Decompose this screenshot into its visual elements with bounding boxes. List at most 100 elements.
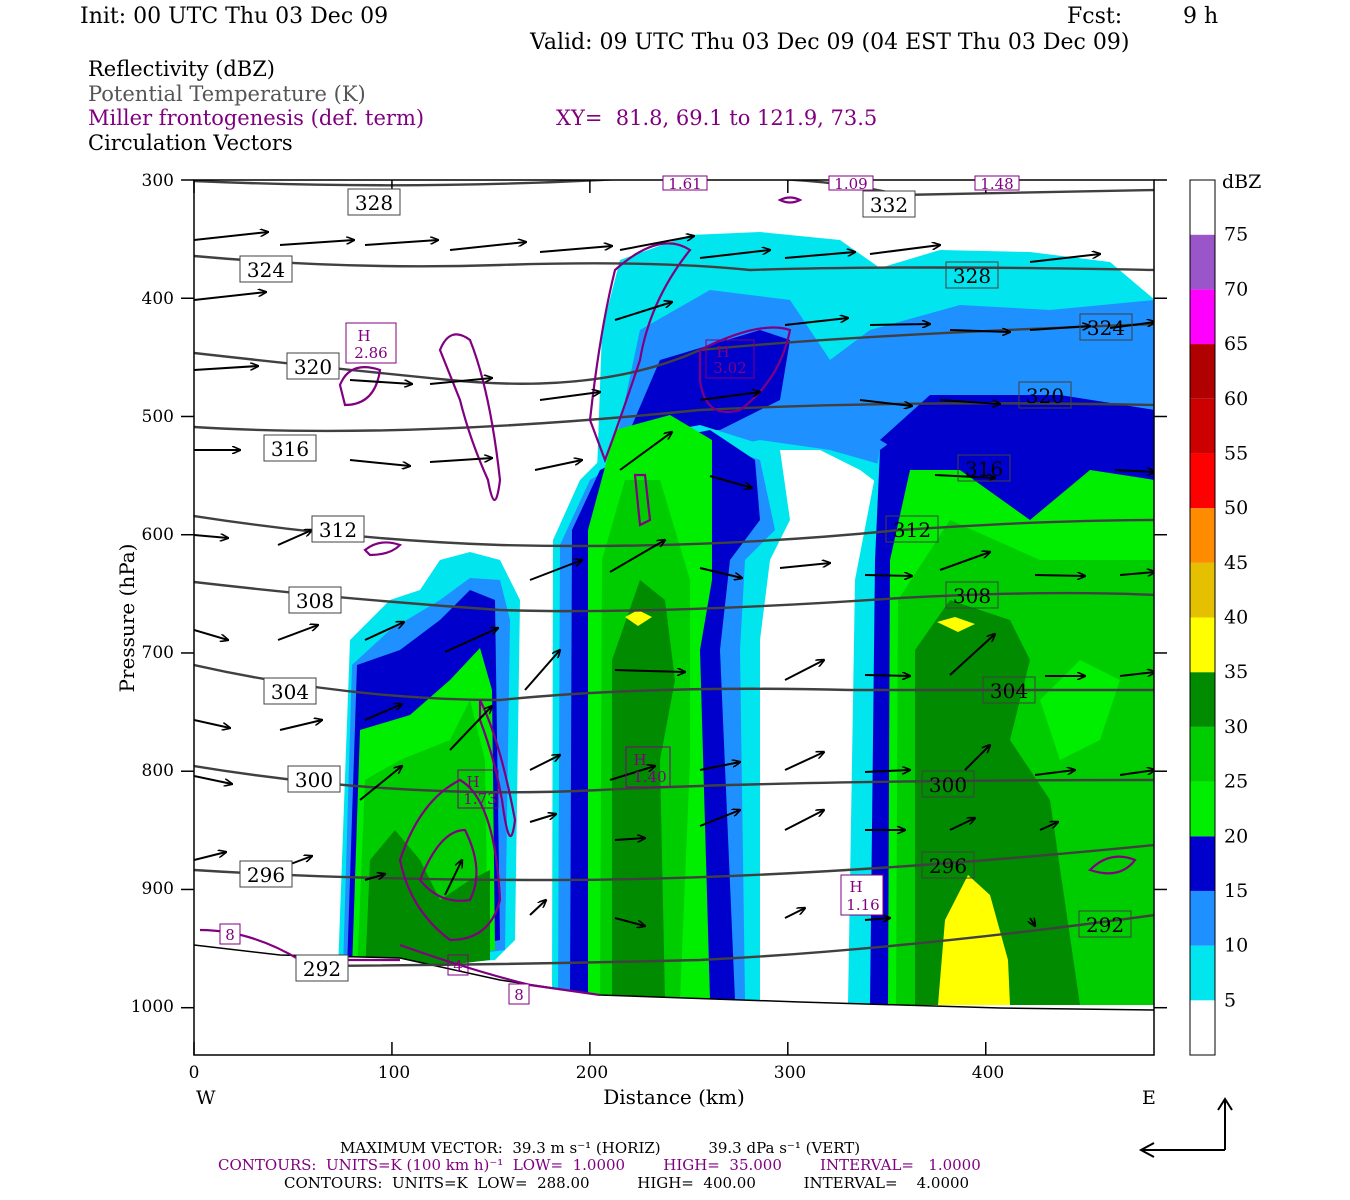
fg-max-1-40: H1.40 [625,746,671,788]
svg-text:292: 292 [1086,913,1124,937]
svg-text:320: 320 [1026,384,1064,408]
vector [349,379,412,384]
x-tick-400: 400 [972,1063,1004,1083]
theta-label-300-e: 300 [921,770,975,798]
vector [429,378,492,385]
vector [1114,470,1154,472]
vector [699,250,770,259]
colorbar-swatch [1190,672,1215,727]
colorbar-label: 20 [1224,825,1248,847]
vector [699,810,740,827]
vector [939,399,1000,404]
y-tick-300: 300 [142,171,174,191]
vector [364,704,402,721]
colorbar-swatch [1190,398,1215,454]
theta-label-324-e: 324 [1079,313,1133,341]
vector [1034,575,1085,576]
legend-vectors: Circulation Vectors [88,131,293,155]
vector [784,908,805,919]
vector [277,625,318,641]
svg-text:1.61: 1.61 [668,175,701,193]
vector [869,324,930,325]
theta-label-316-e: 316 [957,454,1011,482]
theta-label-304-w: 304 [263,677,317,705]
colorbar-swatch [1190,945,1215,1001]
vector [529,560,582,581]
svg-text:304: 304 [990,679,1028,703]
svg-text:H: H [849,878,862,896]
vector [449,242,526,251]
svg-text:1.09: 1.09 [834,175,867,193]
vector [539,392,600,401]
x-tick-300: 300 [774,1063,806,1083]
colorbar-label: 65 [1224,333,1248,355]
vector [524,650,560,691]
vector [699,392,760,401]
svg-text:292: 292 [303,957,341,981]
colorbar-label: 45 [1224,552,1248,574]
fg-max-3-02: H3.02 [705,339,755,379]
vector [614,838,645,840]
forecast-label: Fcst: [1067,4,1123,29]
fg-contour-11 [363,541,403,557]
vector [534,460,582,471]
init-time: Init: 00 UTC Thu 03 Dec 09 [80,4,389,29]
vector [194,535,228,538]
colorbar-label: 15 [1224,880,1248,902]
svg-text:300: 300 [295,768,333,792]
vector [194,852,226,861]
frontogenesis-contour-info: CONTOURS: UNITS=K (100 km h)⁻¹ LOW= 1.00… [218,1156,981,1174]
vector [864,770,910,772]
vector [784,752,824,771]
svg-text:312: 312 [893,518,931,542]
theta-label-320-e: 320 [1018,381,1072,409]
vertical-arrow-head [1217,1097,1233,1111]
x-tick-labels: 0 100 200 300 400 [189,1063,1005,1083]
svg-text:1.48: 1.48 [980,175,1013,193]
x-tick-200: 200 [576,1063,608,1083]
vector [1119,770,1154,776]
svg-text:2.86: 2.86 [354,344,387,362]
colorbar-swatch [1190,781,1215,837]
vector [864,575,912,576]
fg-contour-10 [777,196,803,204]
svg-text:324: 324 [1087,316,1125,340]
colorbar-swatch [1190,1000,1215,1055]
vector [539,246,612,253]
fg-contour-13 [478,699,517,837]
vector [349,459,410,466]
fg-top-values: 1.61 1.09 1.48 [662,175,1020,193]
colorbar-swatch [1190,344,1215,399]
forecast-hour: 9 h [1183,4,1219,29]
vector [529,900,546,916]
y-tick-400: 400 [142,289,174,309]
vector [1034,770,1075,776]
colorbar-swatch [1190,836,1215,891]
vector [1029,254,1100,263]
vector [529,755,560,771]
fg-contour-1 [338,366,382,407]
theta-contour-308 [194,580,1154,613]
frontogenesis-maxima: H2.86 H3.02 H1.40 H1.73 H1.16 1.61 1.09 … [219,175,1020,1005]
legend-reflectivity: Reflectivity (dBZ) [88,57,276,81]
colorbar-label: 30 [1224,716,1248,738]
y-tick-1000: 1000 [131,997,174,1017]
fg-max-1-16: H1.16 [840,874,884,916]
vector [194,719,230,728]
theta-label-312-e: 312 [885,515,939,543]
vector [949,818,975,831]
vector [619,236,694,251]
vector [194,366,258,371]
colorbar-swatch [1190,453,1215,509]
vector [614,670,685,672]
vector [784,660,824,681]
fg-contour-4 [698,326,792,414]
svg-text:1.16: 1.16 [846,896,879,914]
vector [614,917,645,926]
fg-contour-3 [588,242,692,464]
theta-label-300-w: 300 [287,765,341,793]
vector [864,918,890,920]
refl-central-30 [612,580,675,1000]
refl-east-light [1040,660,1120,760]
colorbar-swatch [1190,180,1215,235]
